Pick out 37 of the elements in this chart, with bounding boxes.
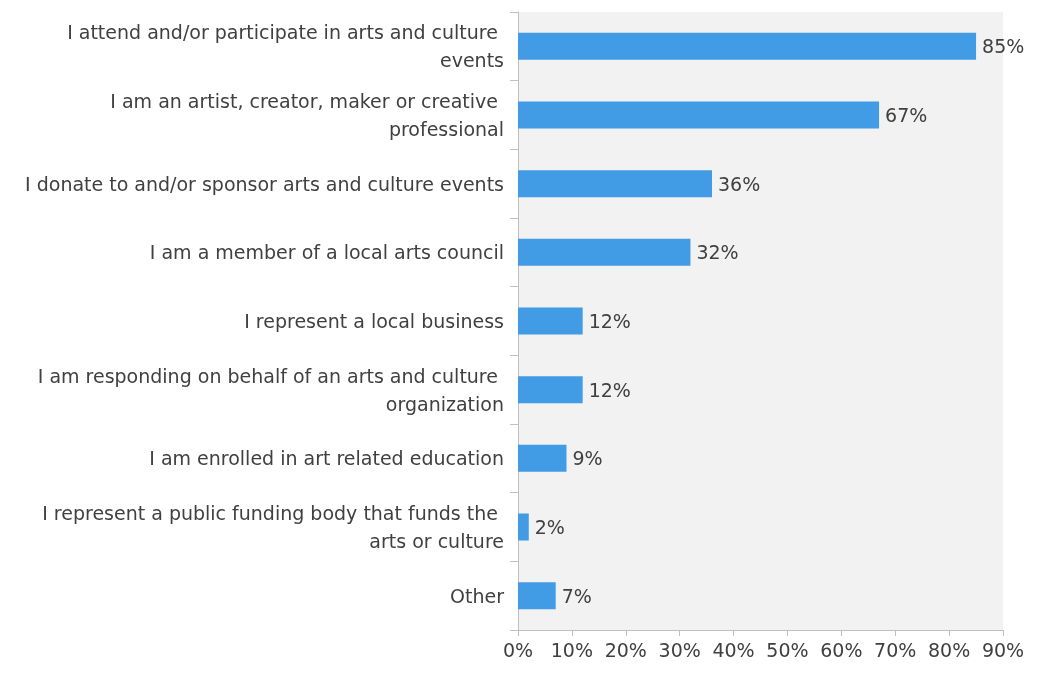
y-tick-label: I attend and/or participate in arts and culture events <box>67 21 504 72</box>
x-tick-label: 20% <box>604 638 647 661</box>
x-tick-label: 40% <box>712 638 755 661</box>
bar <box>518 238 691 266</box>
data-label: 2% <box>534 516 565 538</box>
data-label: 12% <box>588 310 631 332</box>
y-tick-label: I am responding on behalf of an arts and culture organization <box>37 364 504 415</box>
x-tick-label: 80% <box>927 638 971 661</box>
y-tick-label: I donate to and/or sponsor arts and culture events <box>25 172 504 195</box>
bar <box>518 376 583 404</box>
data-label: 12% <box>588 378 631 401</box>
bar <box>518 32 977 60</box>
x-tick-label: 90% <box>981 638 1025 661</box>
y-tick-label: I am enrolled in art related education <box>149 447 504 470</box>
data-label: 36% <box>718 172 761 195</box>
x-tick-label: 10% <box>550 638 594 661</box>
bar <box>518 513 529 541</box>
x-tick-label: 50% <box>766 638 809 661</box>
data-label: 32% <box>696 241 739 264</box>
x-tick-label: 30% <box>658 638 701 661</box>
data-label: 85% <box>982 35 1025 58</box>
bar <box>518 101 880 129</box>
bar <box>518 444 567 472</box>
x-tick-label: 60% <box>820 638 863 661</box>
x-tick-label: 70% <box>874 638 917 661</box>
bar <box>518 170 712 198</box>
y-tick-label: I am an artist, creator, maker or creative professional <box>110 90 504 140</box>
x-tick-label: 0% <box>502 638 534 661</box>
data-label: 67% <box>885 104 928 126</box>
y-tick-label: I am a member of a local arts council <box>149 241 504 264</box>
data-label: 7% <box>561 584 592 607</box>
bar <box>518 307 583 335</box>
y-tick-label: Other <box>450 584 505 607</box>
y-tick-label: I represent a local business <box>244 310 504 332</box>
data-label: 9% <box>572 447 603 470</box>
bar <box>518 582 556 610</box>
y-tick-label: I represent a public funding body that funds the arts or culture <box>42 502 504 552</box>
